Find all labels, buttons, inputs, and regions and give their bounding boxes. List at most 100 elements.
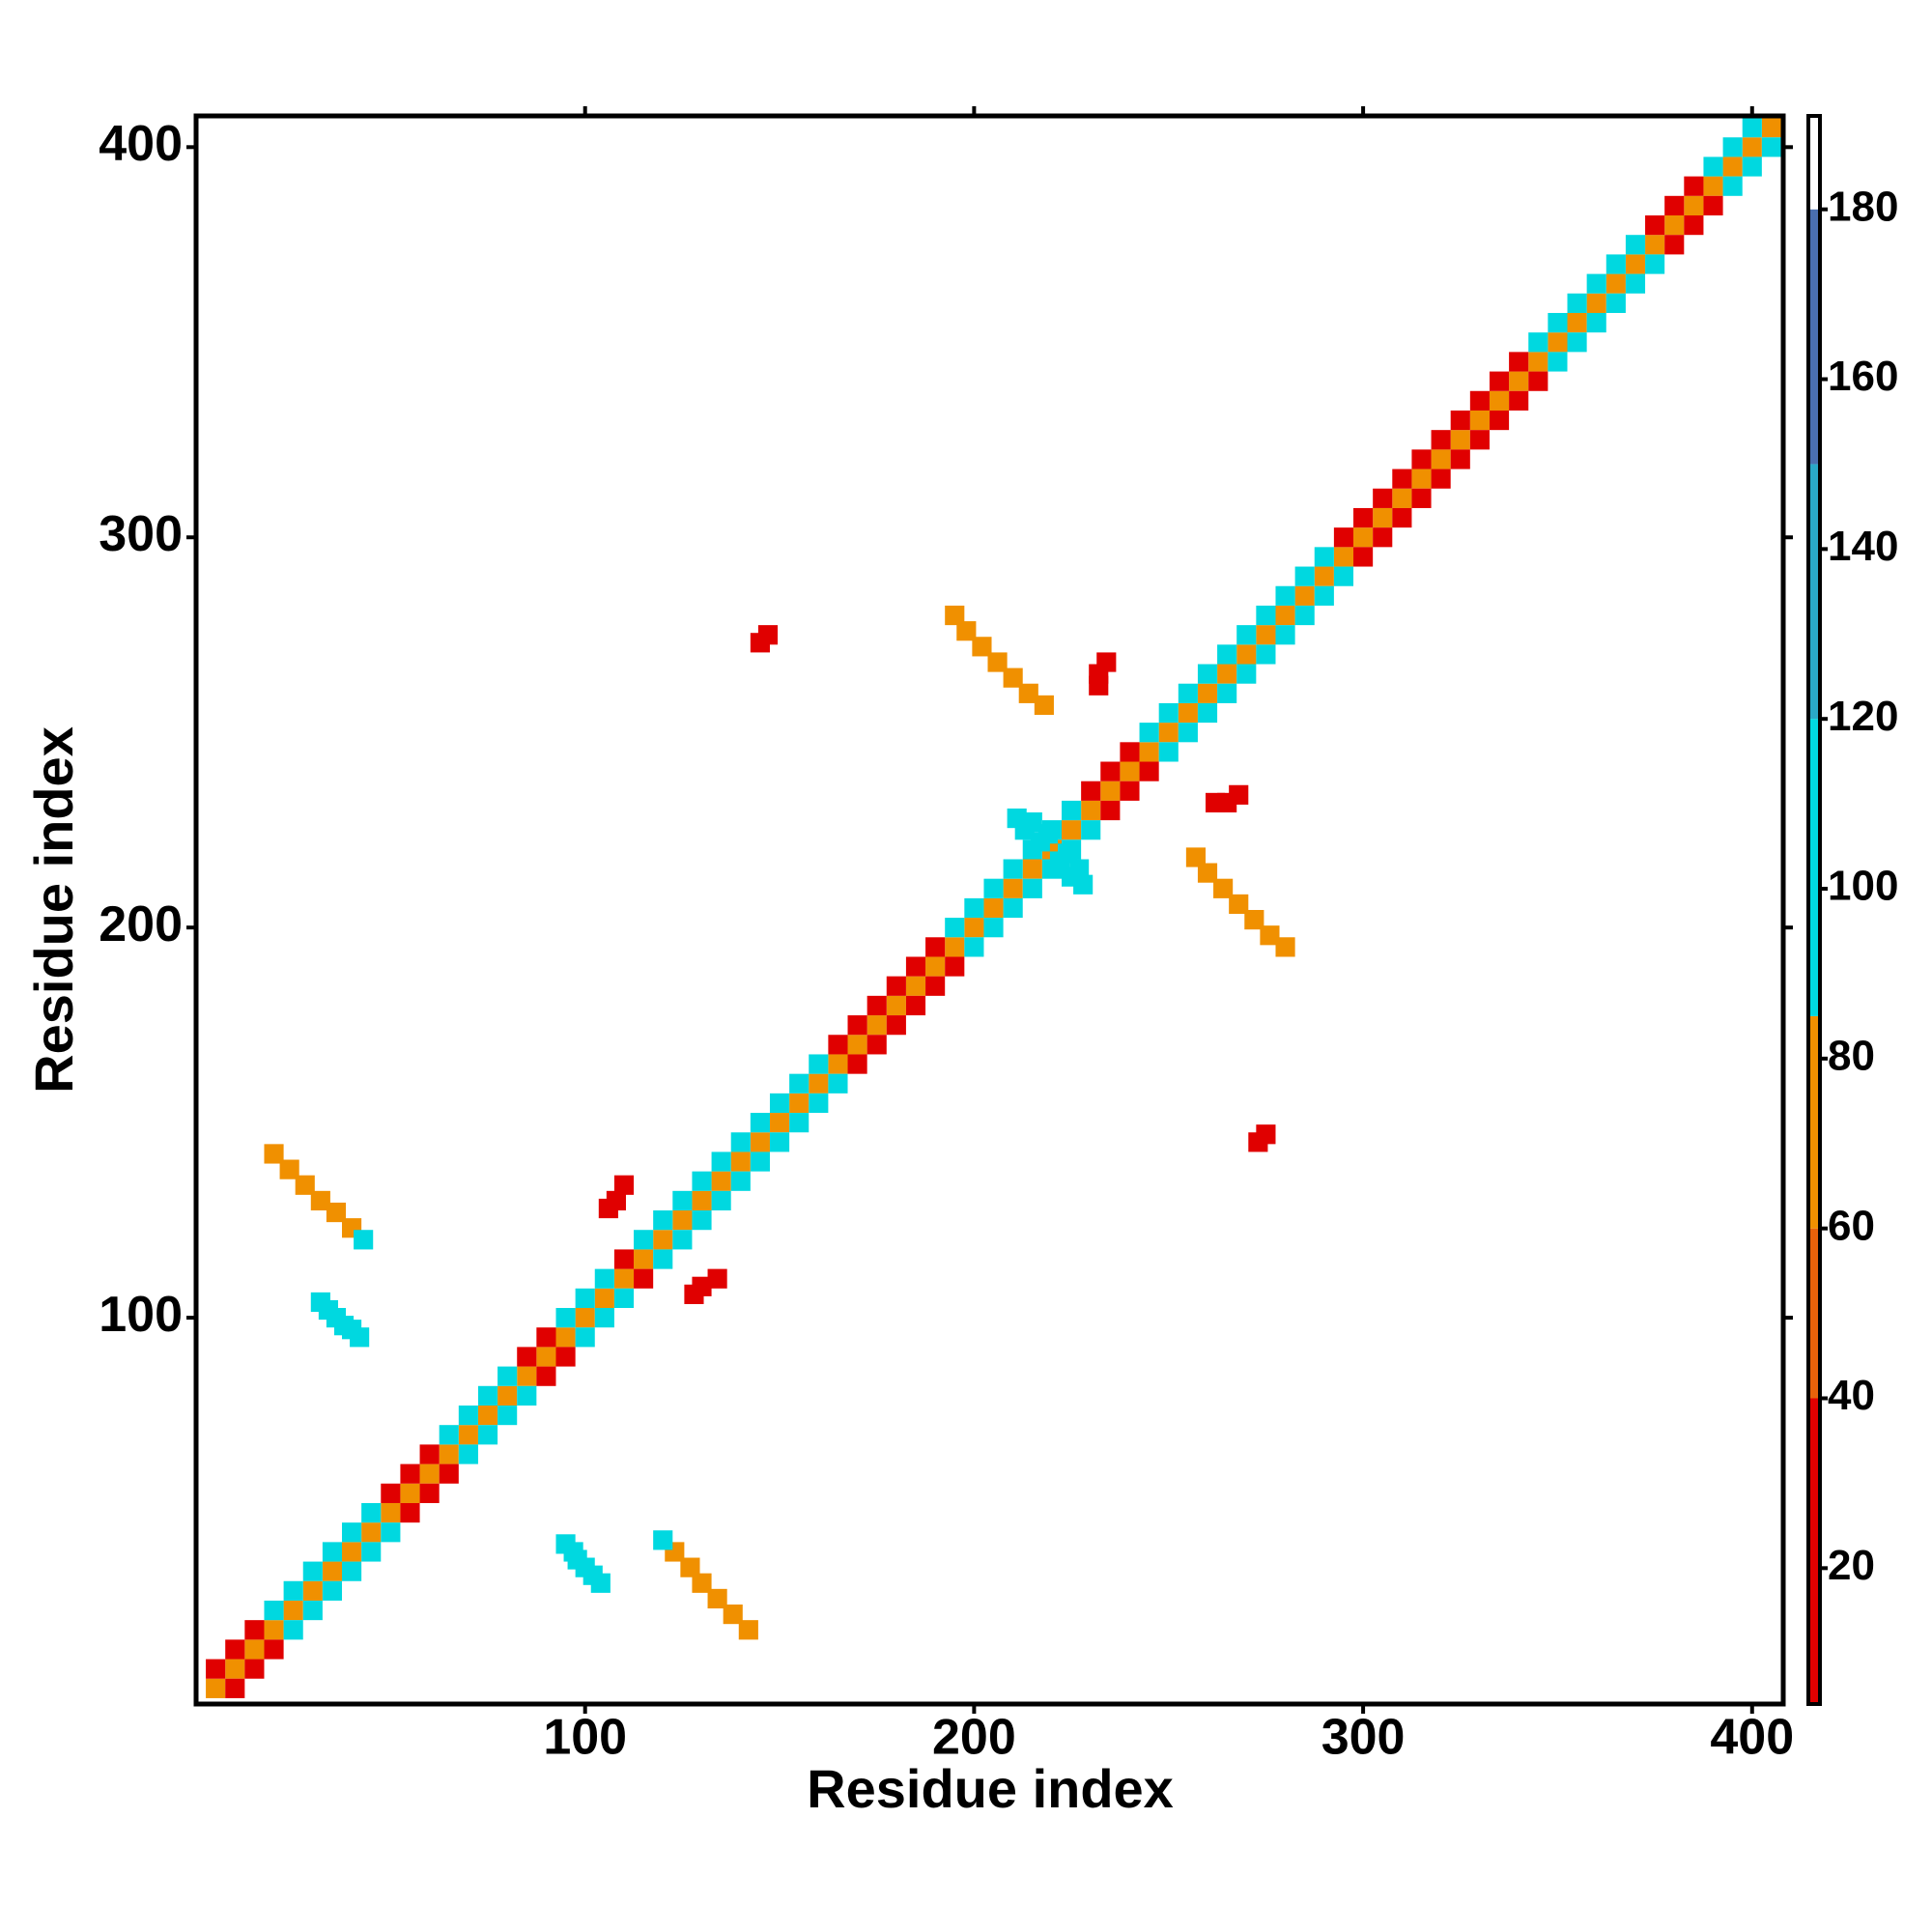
heatmap-cell [1217,664,1237,684]
heatmap-cell [1197,664,1218,684]
heatmap-cell [1217,683,1237,703]
heatmap-cell [828,1054,848,1074]
heatmap-cell [730,1171,751,1191]
heatmap-cell [680,1557,700,1577]
heatmap-cell [1275,937,1295,957]
heatmap-cell [1229,784,1249,805]
heatmap-cell [653,1230,673,1250]
colorbar-frame [1806,114,1822,1706]
heatmap-cell [1120,761,1140,781]
heatmap-cell [1022,812,1042,833]
heatmap-cell [1509,371,1529,391]
x-tick-label: 100 [543,1710,627,1766]
heatmap-cell [361,1522,382,1543]
heatmap-cell [711,1151,731,1172]
heatmap-cell [1037,824,1058,844]
heatmap-cell [419,1444,440,1464]
heatmap-cell [302,1561,323,1581]
heatmap-cell [1333,547,1354,567]
heatmap-cell [1742,156,1762,177]
heatmap-cell [594,1308,614,1328]
heatmap-cell [264,1620,284,1640]
heatmap-cell [1294,566,1315,586]
heatmap-cell [1294,585,1315,606]
heatmap-cell [1373,488,1393,508]
heatmap-cell [1197,863,1218,883]
heatmap-cell [477,1405,498,1426]
heatmap-cell [809,1073,829,1094]
heatmap-cell [1625,235,1646,255]
heatmap-cell [1645,215,1665,236]
heatmap-cell [1256,625,1276,645]
heatmap-cell [400,1502,420,1523]
heatmap-cell [497,1405,518,1426]
heatmap-cell [1294,605,1315,626]
heatmap-cell [956,621,977,641]
heatmap-cell [225,1639,245,1660]
heatmap-cell [1314,547,1334,567]
heatmap-cell [1139,742,1159,762]
heatmap-cell [987,652,1008,672]
heatmap-cell [555,1534,576,1554]
heatmap-cell [692,1210,712,1231]
heatmap-cell [1314,566,1334,586]
heatmap-cell [361,1542,382,1562]
heatmap-cell [1722,156,1743,177]
heatmap-cell [326,1202,347,1223]
heatmap-cell [1548,352,1568,372]
heatmap-cell [350,1327,370,1348]
heatmap-cell [925,956,946,977]
heatmap-cell [769,1093,790,1114]
heatmap-cell [886,976,906,996]
heatmap-cell [672,1190,693,1211]
heatmap-cell [983,897,1004,919]
heatmap-cell [1392,469,1412,489]
heatmap-cell [1625,254,1646,274]
heatmap-cell [1158,702,1179,724]
heatmap-cell [295,1175,315,1195]
heatmap-cell [1373,527,1393,548]
heatmap-cell [1586,312,1606,333]
heatmap-cell [711,1190,731,1211]
heatmap-cell [555,1347,576,1367]
heatmap-cell [322,1580,343,1601]
heatmap-cell [497,1366,518,1386]
heatmap-cell [1703,195,1723,216]
heatmap-cell [730,1151,751,1172]
heatmap-cell [1567,312,1587,333]
heatmap-cell [322,1561,343,1581]
heatmap-cell [1022,859,1042,879]
heatmap-cell [1548,312,1568,333]
heatmap-cell [1645,254,1665,274]
heatmap-cell [310,1190,330,1211]
heatmap-cell [575,1308,595,1328]
heatmap-cell [653,1530,673,1550]
heatmap-cell [945,937,965,957]
colorbar-tick-label: 40 [1828,1372,1875,1419]
heatmap-cell [653,1249,673,1269]
heatmap-cell [1509,352,1529,372]
heatmap-cell [769,1132,790,1152]
plot-frame [193,113,1786,1707]
heatmap-cell [1275,605,1295,626]
heatmap-cell [1260,925,1280,946]
heatmap-cell [634,1268,654,1289]
colorbar-tick-label: 140 [1828,523,1898,570]
heatmap-cell [1548,332,1568,353]
heatmap-cell [738,1620,758,1640]
heatmap-cell [1431,430,1451,450]
heatmap-cell [439,1425,459,1445]
heatmap-cell [1139,723,1159,743]
heatmap-cell [419,1463,440,1484]
heatmap-cell [847,1015,867,1036]
heatmap-cell [964,937,984,957]
heatmap-cell [692,1190,712,1211]
heatmap-cell [439,1444,459,1464]
heatmap-cell [707,1588,727,1609]
heatmap-cell [905,976,926,996]
heatmap-cell [1096,652,1117,672]
heatmap-cell [1185,847,1206,867]
heatmap-cell [264,1144,284,1164]
heatmap-cell [972,637,992,657]
heatmap-cell [945,918,965,938]
